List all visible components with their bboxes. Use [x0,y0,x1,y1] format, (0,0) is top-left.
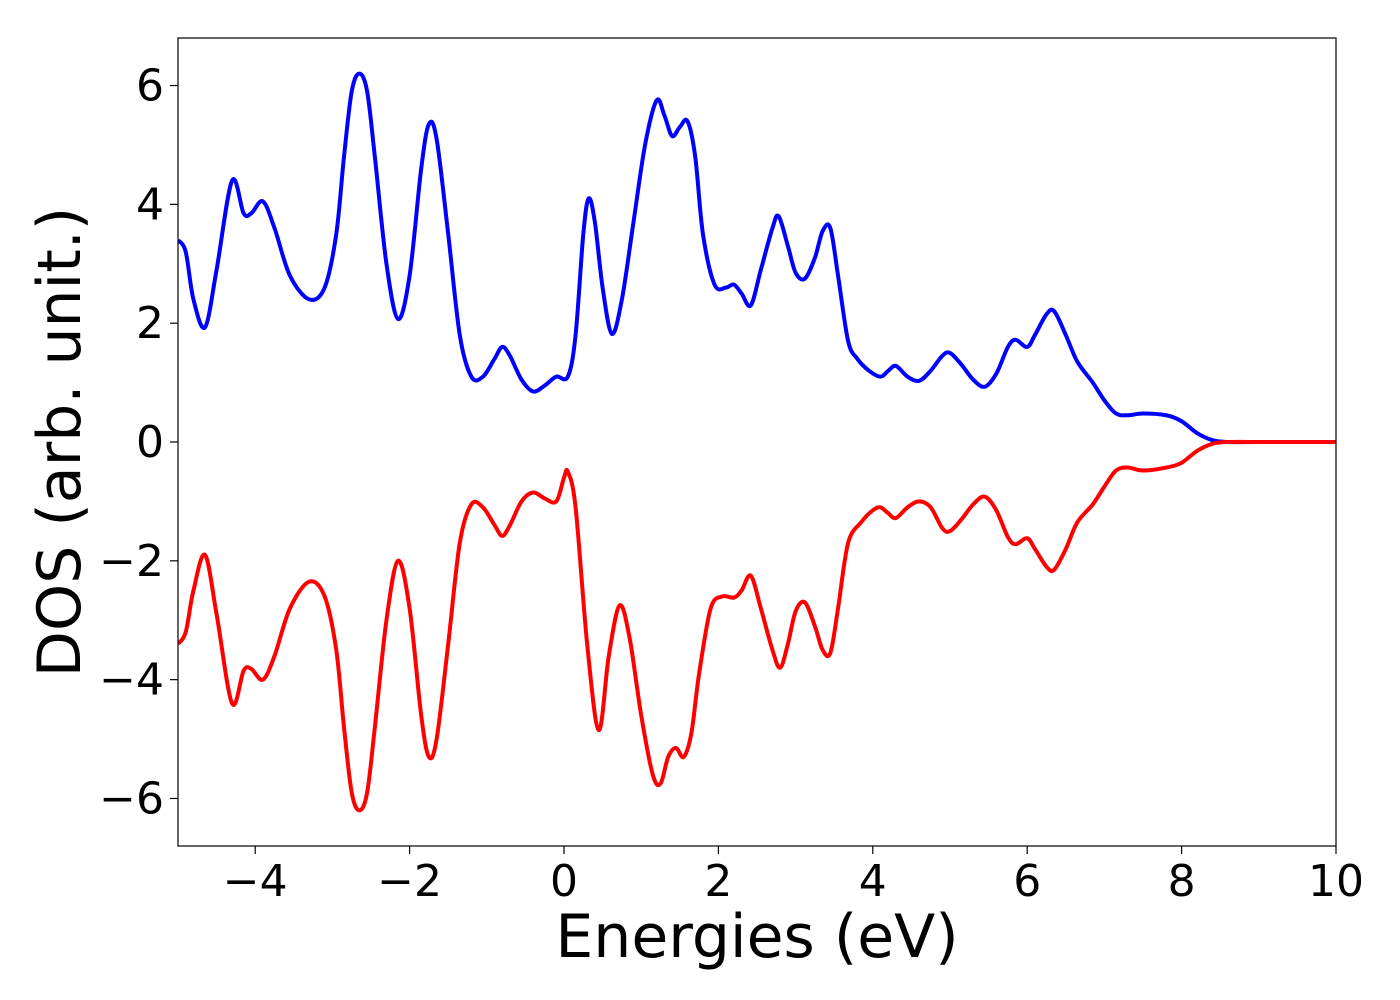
y-tick-label: −6 [99,773,164,824]
y-tick-label: 0 [136,417,164,468]
x-tick-label: −4 [223,856,288,907]
x-tick-label: 4 [859,856,887,907]
y-tick-label: 4 [136,179,164,230]
x-axis-ticks: −4 −2 0 2 4 6 8 10 [223,846,1364,907]
x-tick-label: 10 [1308,856,1364,907]
x-axis-title: Energies (eV) [555,902,958,972]
y-tick-label: −4 [99,655,164,706]
x-tick-label: 6 [1013,856,1041,907]
y-axis-title: DOS (arb. unit.) [25,207,95,677]
series-line-2 [178,439,1336,813]
x-tick-label: 2 [704,856,732,907]
x-tick-label: −2 [377,856,442,907]
y-axis-ticks: −6 −4 −2 0 2 4 6 [99,61,178,824]
series-layer [178,71,1336,813]
y-tick-label: 2 [136,298,164,349]
x-tick-label: 8 [1168,856,1196,907]
plot-background [178,38,1336,846]
y-tick-label: 6 [136,61,164,112]
x-tick-label: 0 [550,856,578,907]
y-tick-label: −2 [99,536,164,587]
series-line-1 [178,71,1336,445]
